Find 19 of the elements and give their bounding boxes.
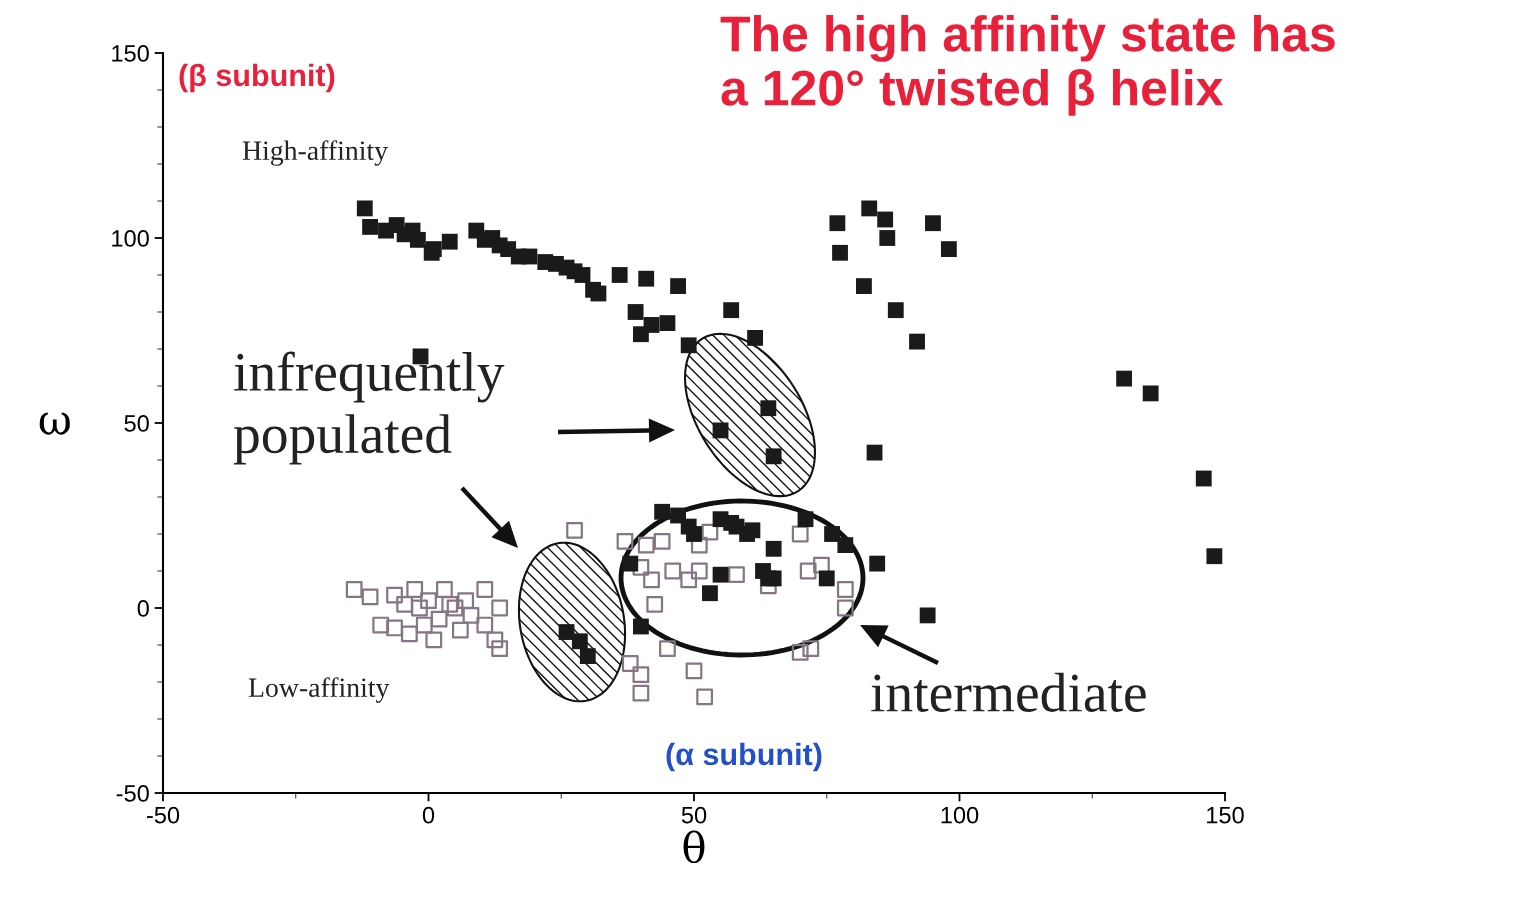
y-tick-label: -50: [116, 785, 149, 802]
annotation: infrequently populated: [233, 351, 505, 465]
y-tick-label: 150: [112, 45, 149, 62]
x-tick-label: -50: [146, 806, 180, 824]
annotation: High-affinity: [242, 140, 388, 166]
x-tick-label: 50: [681, 806, 707, 824]
chart-title: The high affinity state has a 120° twisted β helix: [720, 15, 1335, 116]
annotation: (α subunit): [666, 742, 822, 772]
y-axis-title: ω: [39, 412, 70, 435]
y-tick-label: 100: [112, 230, 149, 247]
x-axis-title: θ: [683, 830, 705, 864]
x-tick-label: 100: [941, 806, 979, 824]
x-tick-label: 0: [422, 806, 435, 824]
annotation: intermediate: [871, 672, 1146, 712]
x-tick-label: 150: [1207, 806, 1244, 824]
annotation: Low-affinity: [248, 677, 390, 703]
y-tick-label: 50: [124, 415, 149, 432]
annotation: (β subunit): [179, 63, 335, 93]
y-tick-label: 0: [137, 600, 149, 617]
